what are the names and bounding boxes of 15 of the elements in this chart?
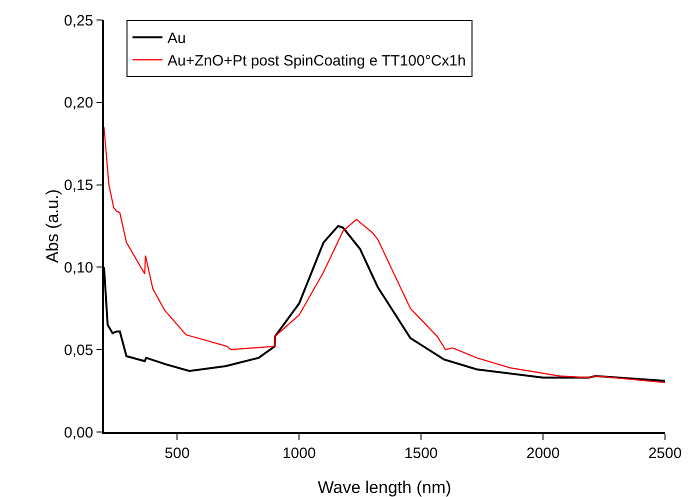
legend-label: Au+ZnO+Pt post SpinCoating e TT100°Cx1h xyxy=(167,52,466,70)
y-axis-title: Abs (a.u.) xyxy=(43,189,62,263)
y-tick-label: 0,15 xyxy=(64,177,94,194)
y-tick-label: 0,05 xyxy=(64,342,94,359)
y-tick-label: 0,20 xyxy=(64,94,94,112)
x-tick-label: 500 xyxy=(164,444,190,462)
x-tick-label: 2500 xyxy=(648,444,682,462)
y-tick-label: 0,25 xyxy=(64,12,94,30)
y-tick-label: 0,00 xyxy=(64,424,94,442)
legend-label: Au xyxy=(167,30,186,48)
x-tick-label: 1000 xyxy=(282,444,316,462)
x-tick-label: 2000 xyxy=(526,444,560,462)
x-axis-title: Wave length (nm) xyxy=(318,478,452,497)
x-tick-label: 1500 xyxy=(404,444,438,462)
y-tick-label: 0,10 xyxy=(64,259,94,276)
